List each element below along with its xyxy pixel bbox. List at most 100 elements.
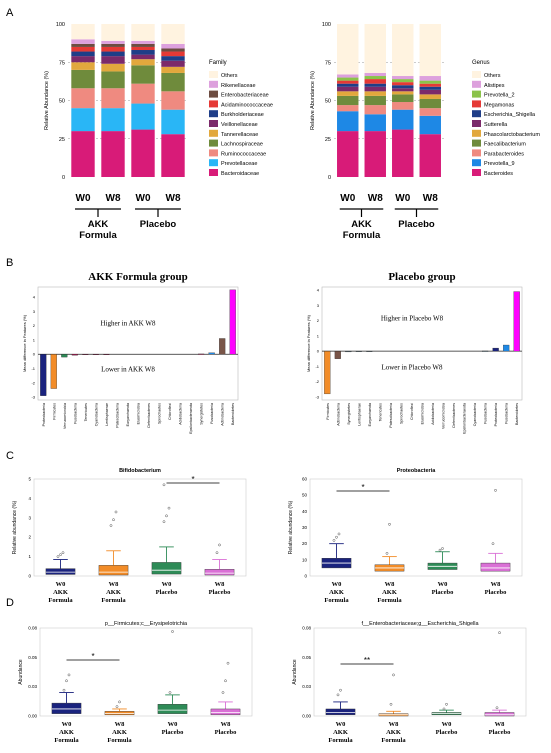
x-category-label: Placebo [156, 589, 178, 596]
bar-segment-faecalibacterium [364, 95, 386, 106]
box [151, 562, 182, 575]
x-category-label: Formula [101, 597, 126, 604]
y-tick-label: 100 [322, 22, 331, 28]
box [204, 569, 235, 576]
x-tick-label: Acidobacteria [431, 403, 435, 425]
y-tick-label: 5 [28, 477, 31, 482]
legend-title: Genus [472, 60, 490, 66]
outlier-point [56, 555, 60, 558]
y-tick-label: 0.05 [302, 655, 311, 660]
y-tick-label: 40 [302, 509, 308, 514]
diff-bar-lentisphaerae [355, 350, 362, 352]
outlier-point [392, 673, 395, 677]
x-tick-label: Euryarchaeota [368, 403, 372, 426]
y-axis-title: Mean difference in Features (%) [22, 314, 27, 372]
legend-entry: Alistipes [484, 83, 505, 89]
bar-segment-ruminococcaceae [101, 88, 125, 109]
x-tick-label: Lentisphaerae [105, 403, 109, 426]
bar-segment-rikenellaceae [161, 43, 185, 49]
x-tick-label: Verrucomicrobia [442, 403, 446, 429]
x-tick-label: Elusimicrobia [137, 403, 141, 424]
chart-C-proteo: Proteobacteria 0 10 20 30 40 50 60 Relative abun… [288, 468, 523, 604]
bar-segment-veillonellaceae [71, 56, 95, 63]
outlier-point [388, 522, 391, 526]
bar-segment-ruminococcaceae [71, 88, 95, 109]
x-category-label: W0 [340, 193, 355, 204]
y-axis-title: Relative abundance (%) [12, 500, 18, 554]
outlier-point [165, 514, 168, 518]
bar-segment-prevotellaceae [161, 109, 185, 135]
legend-swatch [472, 169, 481, 176]
outlier-point [498, 631, 501, 635]
legend-entry: Veillonellaceae [221, 122, 258, 128]
bar-segment-bacteroides [337, 131, 359, 177]
group-label: AKK [351, 219, 372, 230]
outlier-point [224, 679, 227, 683]
diff-bar-verrucomicrobia [61, 354, 68, 358]
diff-bar-fusobacteria [482, 350, 489, 352]
y-axis-title: Relative abundance (%) [288, 500, 294, 554]
legend-entry: Acidaminococcaceae [221, 102, 273, 108]
outlier-point [226, 661, 230, 665]
x-tick-label: Patescibacteria [115, 403, 119, 428]
legend-swatch [472, 159, 481, 167]
bar-segment-tannerellaceae [71, 62, 95, 70]
x-category-label: W8 [109, 581, 120, 588]
diff-bar-cyanobacteria [92, 354, 99, 355]
legend-swatch [472, 90, 481, 98]
bar-segment-tannerellaceae [161, 66, 185, 73]
legend-swatch [472, 110, 481, 118]
significance-label: * [91, 652, 94, 661]
x-tick-label: Synergistetes [200, 403, 204, 425]
x-category-label: W8 [495, 721, 506, 728]
y-tick-label: 0 [317, 349, 320, 354]
y-tick-label: 0.00 [302, 714, 311, 719]
y-tick-label: -3 [31, 395, 35, 400]
bar-segment-prevotella_9 [419, 115, 441, 135]
outlier-point [109, 524, 113, 527]
x-category-label: Formula [54, 737, 79, 744]
y-tick-label: 0.00 [28, 714, 37, 719]
y-tick-label: 1 [317, 333, 320, 338]
panel-label-b: B [6, 257, 13, 269]
outlier-point [385, 552, 389, 555]
y-tick-label: 0.03 [302, 684, 311, 689]
bar-segment-sutterella [419, 89, 441, 95]
x-category-label: Formula [377, 597, 402, 604]
x-tick-label: Fusobacteria [73, 403, 77, 424]
bar-segment-veillonellaceae [131, 54, 155, 60]
x-tick-label: Synergistetes [347, 403, 351, 425]
bar-segment-burkholderiaceae [161, 56, 185, 61]
bar-segment-prevotellaceae [131, 103, 155, 130]
bar-segment-others [364, 24, 386, 73]
panel-label-c: C [6, 450, 14, 462]
x-tick-label: Bacteroidetes [515, 403, 519, 425]
outlier-point [65, 679, 68, 683]
bar-segment-megamonas [364, 79, 386, 84]
legend-swatch [209, 169, 218, 176]
x-category-label: Formula [381, 737, 406, 744]
bar-segment-sutterella [337, 86, 359, 92]
legend-swatch [472, 139, 481, 147]
bar-segment-megamonas [392, 82, 414, 86]
plot-frame [321, 286, 523, 401]
x-tick-label: Chloroflexi [410, 403, 414, 420]
x-category-label: W8 [423, 193, 438, 204]
bar-segment-escherichia_shigella [364, 83, 386, 87]
y-axis-title: Relative Abundance (%) [44, 71, 50, 130]
diff-bar-proteobacteria [492, 347, 499, 352]
bar-segment-escherichia_shigella [392, 85, 414, 89]
x-tick-label: Deferribacteres [452, 403, 456, 428]
bar-segment-others [337, 24, 359, 75]
bar-segment-acidaminococcaceae [101, 46, 125, 52]
x-category-label: Formula [324, 597, 349, 604]
legend-swatch [209, 129, 218, 137]
bar-segment-alistipes [419, 76, 441, 81]
y-tick-label: 75 [325, 60, 331, 66]
diff-bar-firmicutes [50, 354, 57, 389]
bar-segment-burkholderiaceae [101, 51, 125, 57]
bar-segment-tannerellaceae [131, 59, 155, 66]
bar-segment-enterobacteriaceae [101, 43, 125, 47]
bar-segment-lachnospiraceae [71, 69, 95, 89]
x-category-label: Placebo [485, 589, 507, 596]
